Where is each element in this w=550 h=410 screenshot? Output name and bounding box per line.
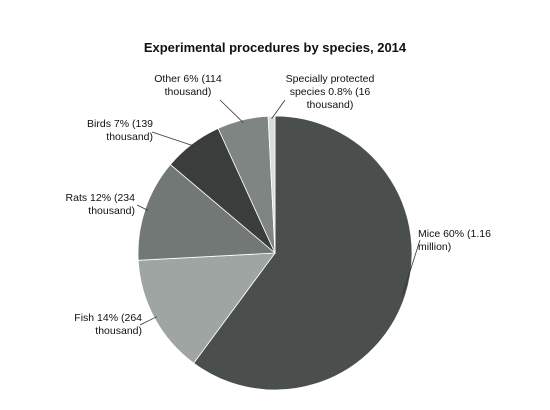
leader-line-fish [139, 316, 157, 326]
slice-label-birds: Birds 7% (139 thousand) [87, 118, 153, 143]
chart-title: Experimental procedures by species, 2014 [143, 40, 407, 55]
pie-slice-mice [193, 115, 413, 391]
slice-label-fish: Fish 14% (264 thousand) [74, 312, 142, 337]
leader-line-specially-protected-species [271, 99, 286, 120]
leader-line-birds [151, 131, 195, 147]
slice-label-specially-protected: Specially protected species 0.8% (16 tho… [285, 73, 375, 111]
slice-label-other: Other 6% (114 thousand) [154, 73, 222, 98]
slice-label-rats: Rats 12% (234 thousand) [65, 192, 135, 217]
slice-label-mice: Mice 60% (1.16 million) [418, 228, 491, 253]
leader-line-other [219, 99, 244, 123]
pie-slice-specially-protected-species [267, 115, 276, 254]
leader-line-mice [402, 239, 421, 296]
leader-line-rats [136, 204, 148, 211]
